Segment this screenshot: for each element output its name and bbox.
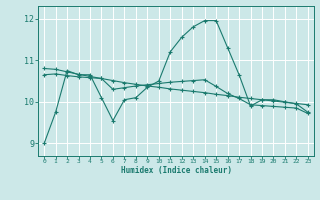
X-axis label: Humidex (Indice chaleur): Humidex (Indice chaleur) (121, 166, 231, 175)
